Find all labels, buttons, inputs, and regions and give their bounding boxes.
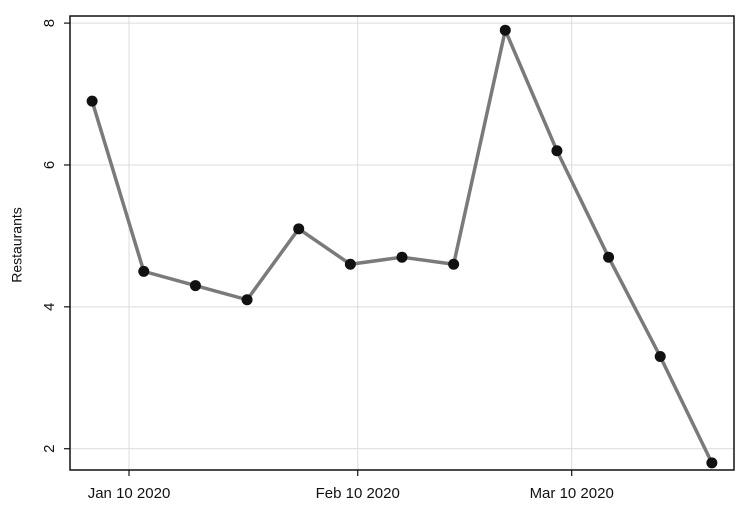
- y-tick-label: 6: [41, 161, 58, 169]
- data-point: [344, 258, 356, 270]
- x-tick-label: Feb 10 2020: [316, 485, 400, 502]
- x-tick-label: Jan 10 2020: [88, 485, 171, 502]
- data-point: [448, 258, 460, 270]
- data-point: [603, 251, 615, 263]
- data-point: [551, 145, 563, 157]
- plot-frame: [69, 15, 735, 471]
- data-point: [189, 280, 201, 292]
- data-point: [706, 457, 718, 469]
- data-point: [396, 251, 408, 263]
- data-point: [241, 294, 253, 306]
- data-point: [654, 351, 666, 362]
- y-tick-label: 4: [41, 303, 58, 311]
- x-tick-label: Mar 10 2020: [530, 485, 614, 502]
- data-line: [90, 28, 714, 464]
- y-tick-label: 2: [41, 445, 58, 453]
- y-axis-title: Restaurants: [9, 207, 25, 282]
- data-point: [499, 24, 511, 36]
- y-tick-label: 8: [41, 19, 58, 27]
- data-point: [293, 223, 305, 235]
- data-point: [86, 95, 98, 107]
- data-point: [138, 265, 150, 277]
